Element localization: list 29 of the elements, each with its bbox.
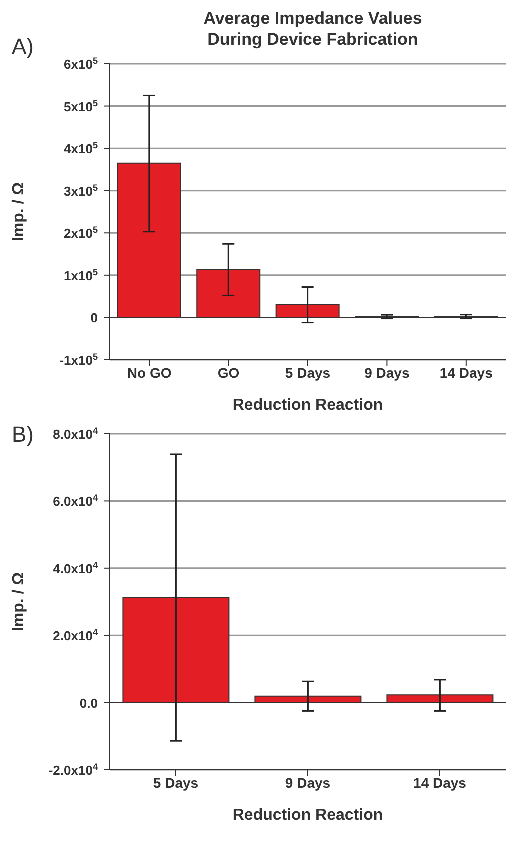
y-tick-label: 0.0: [80, 696, 98, 711]
y-tick-label: 3x10$^{5}$: [64, 182, 98, 199]
y-tick-label: 6x10$^{5}$: [64, 56, 98, 72]
y-tick-label: 2.0x10$^{4}$: [53, 628, 99, 644]
chart-title: Average Impedance Values During Device Fabrication: [202, 8, 424, 50]
y-tick-label: -1x10$^{5}$: [60, 352, 98, 368]
x-tick-label: GO: [218, 364, 240, 381]
x-tick-label: 9 Days: [285, 774, 331, 791]
x-tick-label: 5 Days: [153, 774, 199, 791]
y-tick-label: 2x10$^{5}$: [64, 225, 98, 242]
x-axis-title: Reduction Reaction: [232, 807, 384, 824]
y-tick-label: 1x10$^{5}$: [64, 267, 98, 284]
x-tick-label: 9 Days: [364, 364, 410, 381]
x-axis-title: Reduction Reaction: [232, 397, 384, 414]
text: B): [12, 422, 34, 448]
y-tick-label: 5x10$^{5}$: [64, 98, 98, 114]
x-tick-label: 5 Days: [285, 364, 331, 381]
y-axis-title: Imp. / Ω: [10, 572, 28, 632]
y-tick-label: 4x10$^{5}$: [64, 140, 98, 157]
y-tick-label: 0: [90, 310, 98, 326]
y-axis-title: Imp. / Ω: [10, 182, 28, 242]
x-tick-label: 14 Days: [414, 774, 467, 791]
y-tick-label: -2.0x10$^{4}$: [48, 762, 99, 778]
x-tick-label: 14 Days: [440, 364, 494, 381]
y-tick-label: 6.0x10$^{4}$: [53, 493, 99, 510]
y-tick-label: 8.0x10$^{4}$: [53, 426, 99, 442]
y-tick-label: 4.0x10$^{4}$: [53, 560, 99, 576]
x-tick-label: No GO: [127, 364, 172, 381]
text: A): [12, 34, 34, 60]
